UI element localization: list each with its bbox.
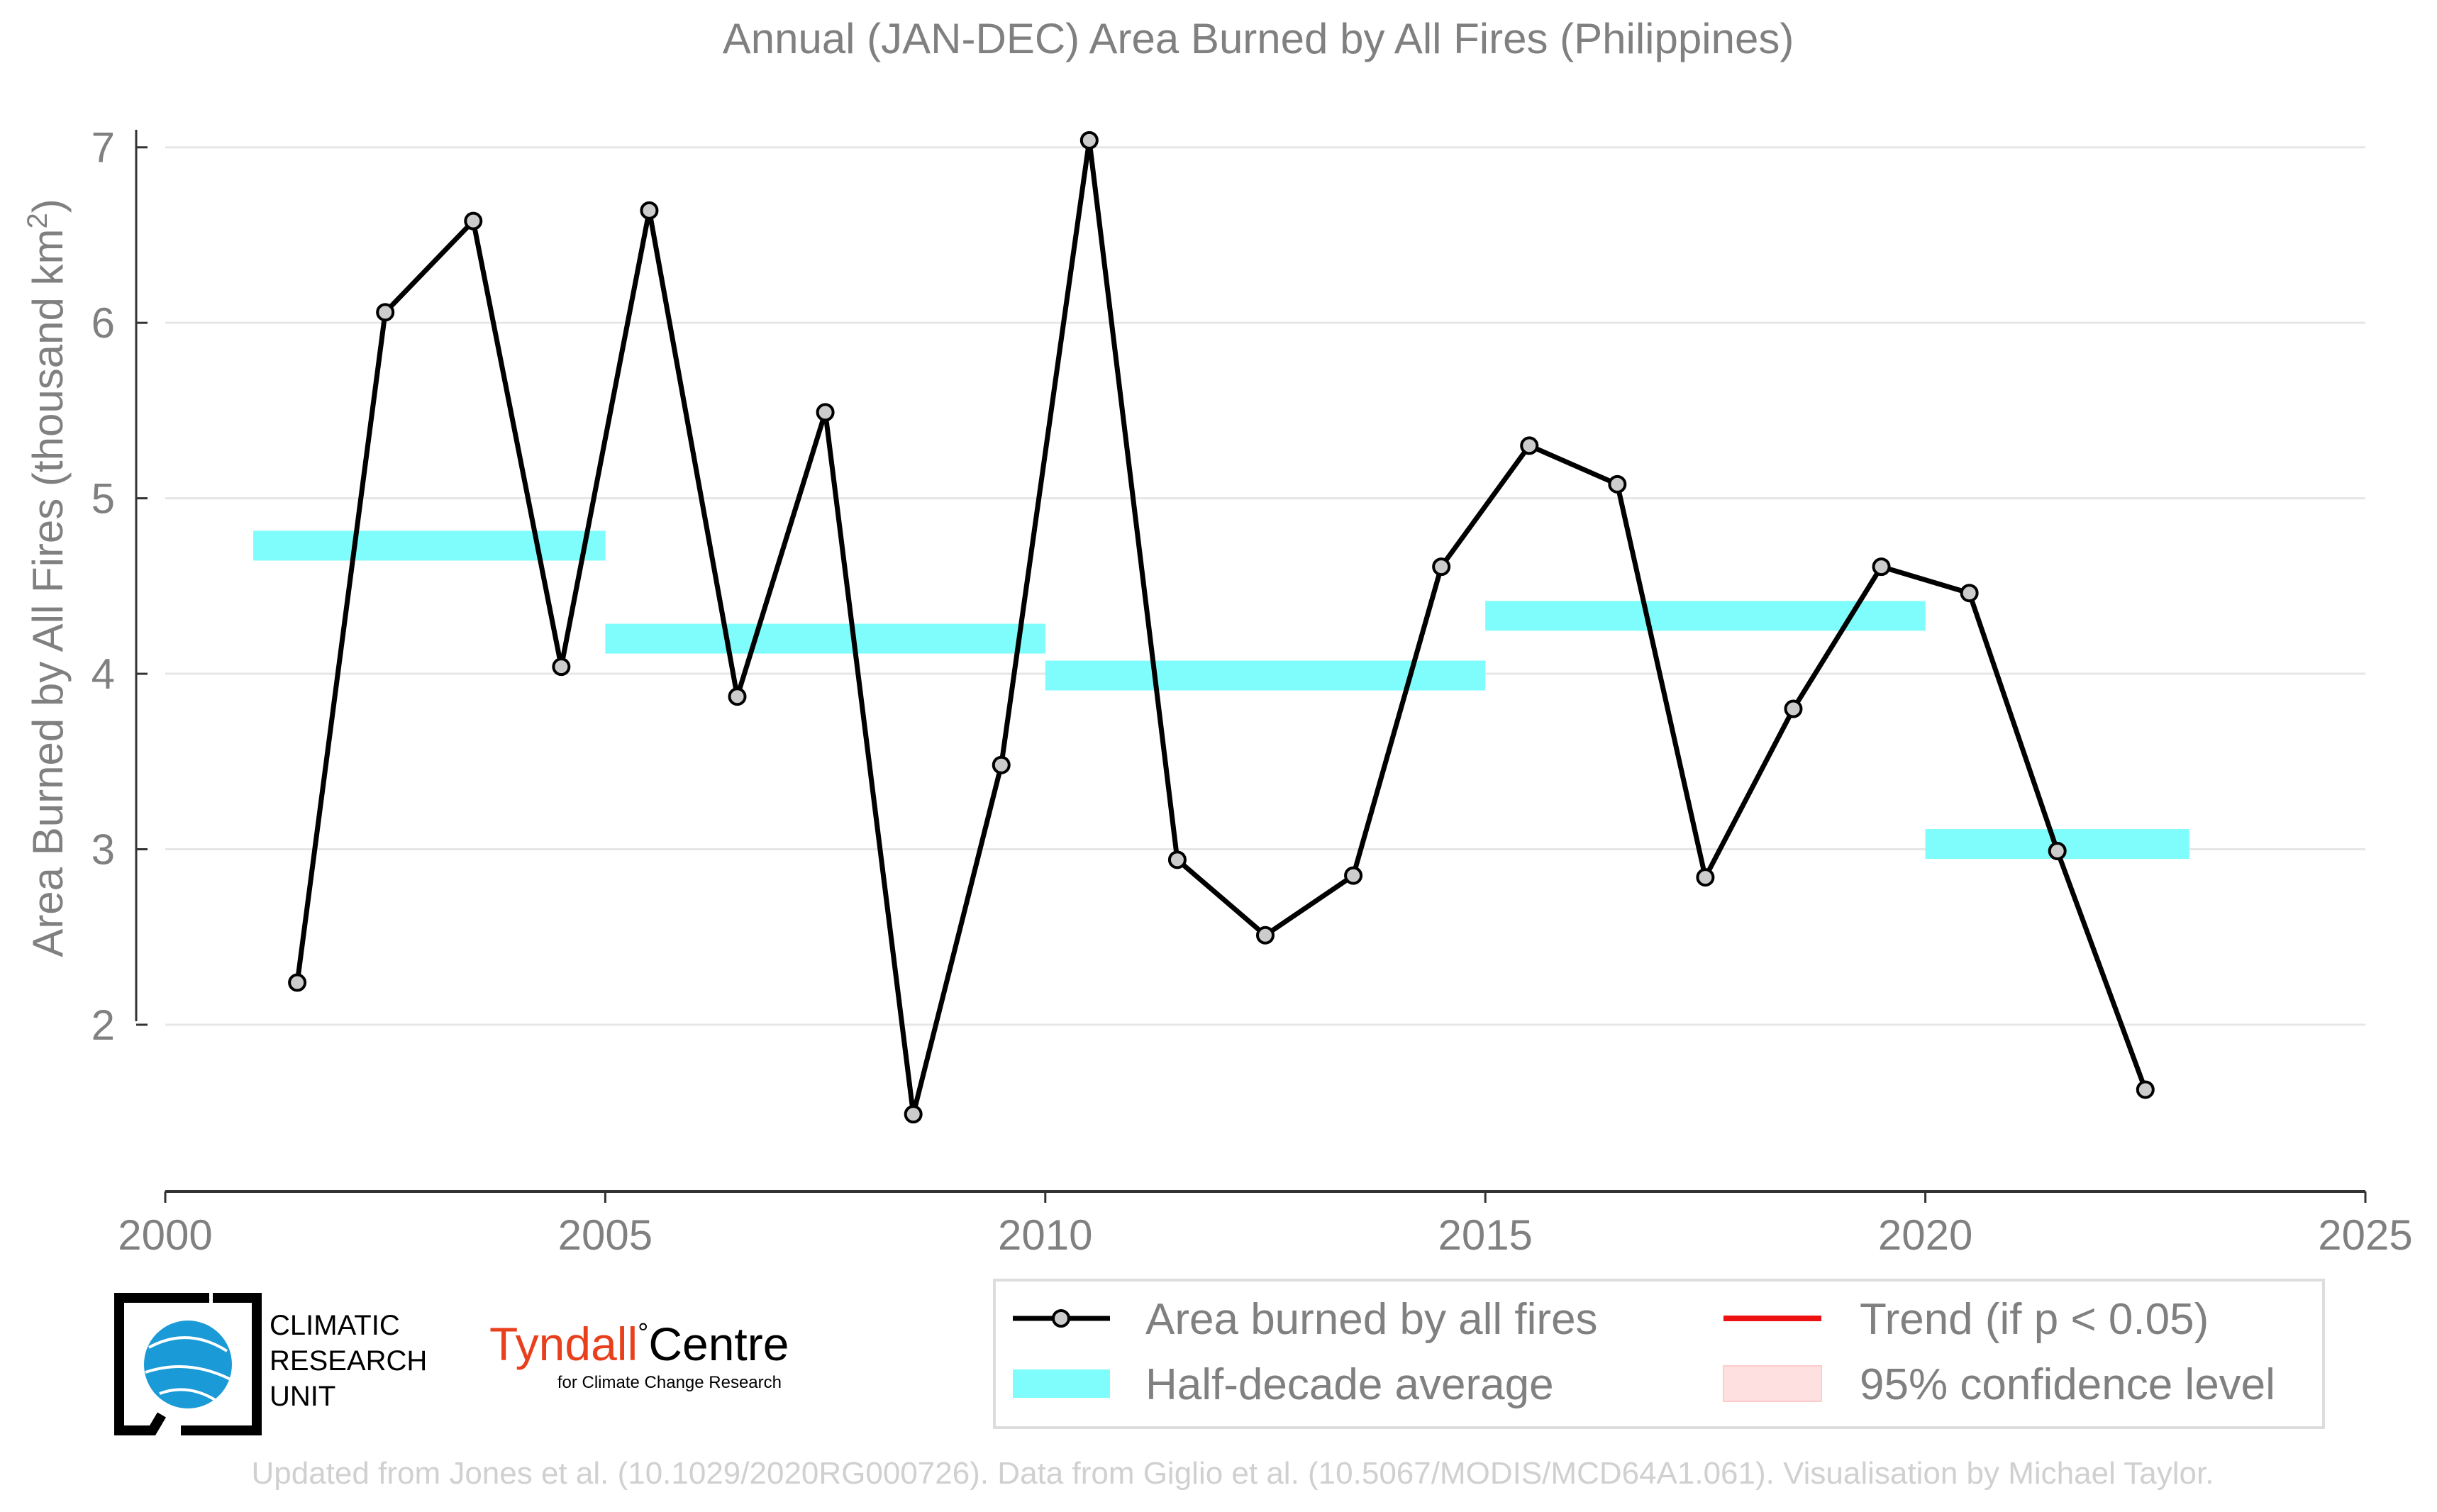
data-point-2018 bbox=[1784, 699, 1803, 718]
data-point-2015 bbox=[1520, 436, 1539, 455]
y-axis-title-end: ) bbox=[24, 199, 72, 213]
cru-line3: UNIT bbox=[270, 1381, 335, 1412]
data-point-2021 bbox=[2048, 841, 2067, 860]
data-point-2022 bbox=[2136, 1080, 2155, 1099]
x-tick-label-2010: 2010 bbox=[998, 1211, 1092, 1259]
data-point-2008 bbox=[904, 1105, 923, 1124]
tyndall-wordmark: Tyndall°Centre bbox=[489, 1318, 789, 1370]
data-point-2007 bbox=[816, 403, 835, 422]
footer-credit: Updated from Jones et al. (10.1029/2020R… bbox=[252, 1456, 2214, 1491]
legend-label-trend: Trend (if p < 0.05) bbox=[1860, 1295, 2209, 1344]
x-tick-label-2025: 2025 bbox=[2318, 1211, 2412, 1259]
y-axis-title-superscript: 2 bbox=[22, 213, 53, 228]
cru-logo-bracket-left bbox=[114, 1293, 209, 1435]
data-point-2013 bbox=[1344, 866, 1363, 885]
y-tick-label-3: 3 bbox=[91, 826, 115, 873]
data-point-2020 bbox=[1960, 584, 1979, 603]
legend-box bbox=[993, 1279, 2325, 1429]
chart-title: Annual (JAN-DEC) Area Burned by All Fire… bbox=[723, 15, 1794, 62]
legend-label-half-decade: Half-decade average bbox=[1145, 1360, 1554, 1409]
y-tick-label-7: 7 bbox=[91, 124, 115, 172]
half-decade-band-2005 bbox=[605, 623, 1045, 654]
data-point-2005 bbox=[640, 201, 659, 220]
legend-label-area-burned: Area burned by all fires bbox=[1145, 1295, 1598, 1344]
axes: 2 3 4 5 6 7 2000 2005 2010 2015 2020 2025 bbox=[91, 124, 2413, 1259]
data-point-2004 bbox=[552, 657, 571, 677]
half-decade-band-2010 bbox=[1045, 660, 1486, 691]
globe-icon-lines bbox=[145, 1336, 231, 1402]
legend-swatch-confidence bbox=[1723, 1365, 1822, 1402]
data-point-2002 bbox=[376, 303, 395, 322]
y-tick-label-4: 4 bbox=[91, 650, 115, 698]
tyndall-logo: Tyndall°Centre for Climate Change Resear… bbox=[489, 1318, 789, 1392]
grid bbox=[165, 146, 2365, 1026]
legend-swatch-half-decade bbox=[1013, 1369, 1110, 1398]
data-point-2011 bbox=[1167, 850, 1187, 869]
x-tick-label-2015: 2015 bbox=[1438, 1211, 1532, 1259]
data-point-2003 bbox=[464, 211, 483, 230]
legend: Area burned by all fires Trend (if p < 0… bbox=[993, 1279, 2325, 1429]
data-point-2017 bbox=[1696, 868, 1715, 887]
cru-logo: CLIMATIC RESEARCH UNIT bbox=[114, 1293, 427, 1435]
data-point-2001 bbox=[288, 973, 307, 992]
data-point-2006 bbox=[728, 687, 747, 706]
half-decade-band-2001 bbox=[253, 530, 606, 561]
series-area-burned bbox=[288, 130, 2155, 1124]
cru-logo-bracket-right bbox=[181, 1293, 262, 1435]
y-tick-label-5: 5 bbox=[91, 475, 115, 523]
x-tick-label-2000: 2000 bbox=[118, 1211, 212, 1259]
legend-swatch-marker bbox=[1052, 1309, 1070, 1328]
tyndall-name: Tyndall bbox=[489, 1318, 638, 1370]
data-point-2009 bbox=[992, 755, 1011, 774]
x-tick-label-2020: 2020 bbox=[1878, 1211, 1972, 1259]
globe-icon bbox=[144, 1321, 232, 1408]
tyndall-degree: ° bbox=[638, 1318, 648, 1348]
tyndall-subtitle: for Climate Change Research bbox=[557, 1373, 782, 1392]
data-point-2016 bbox=[1608, 474, 1627, 494]
y-axis-title: Area Burned by All Fires (thousand km2) bbox=[22, 199, 72, 957]
cru-line1: CLIMATIC bbox=[270, 1310, 400, 1341]
data-point-2010 bbox=[1079, 130, 1099, 150]
data-point-2014 bbox=[1432, 557, 1451, 577]
tyndall-centre: Centre bbox=[648, 1318, 789, 1370]
data-point-2019 bbox=[1872, 557, 1891, 577]
x-tick-label-2005: 2005 bbox=[558, 1211, 653, 1259]
data-point-2012 bbox=[1256, 925, 1275, 945]
series-line bbox=[294, 138, 2148, 1117]
y-tick-label-6: 6 bbox=[91, 299, 115, 347]
y-tick-label-2: 2 bbox=[91, 1001, 115, 1049]
cru-line2: RESEARCH bbox=[270, 1345, 427, 1377]
legend-label-confidence: 95% confidence level bbox=[1860, 1360, 2275, 1409]
